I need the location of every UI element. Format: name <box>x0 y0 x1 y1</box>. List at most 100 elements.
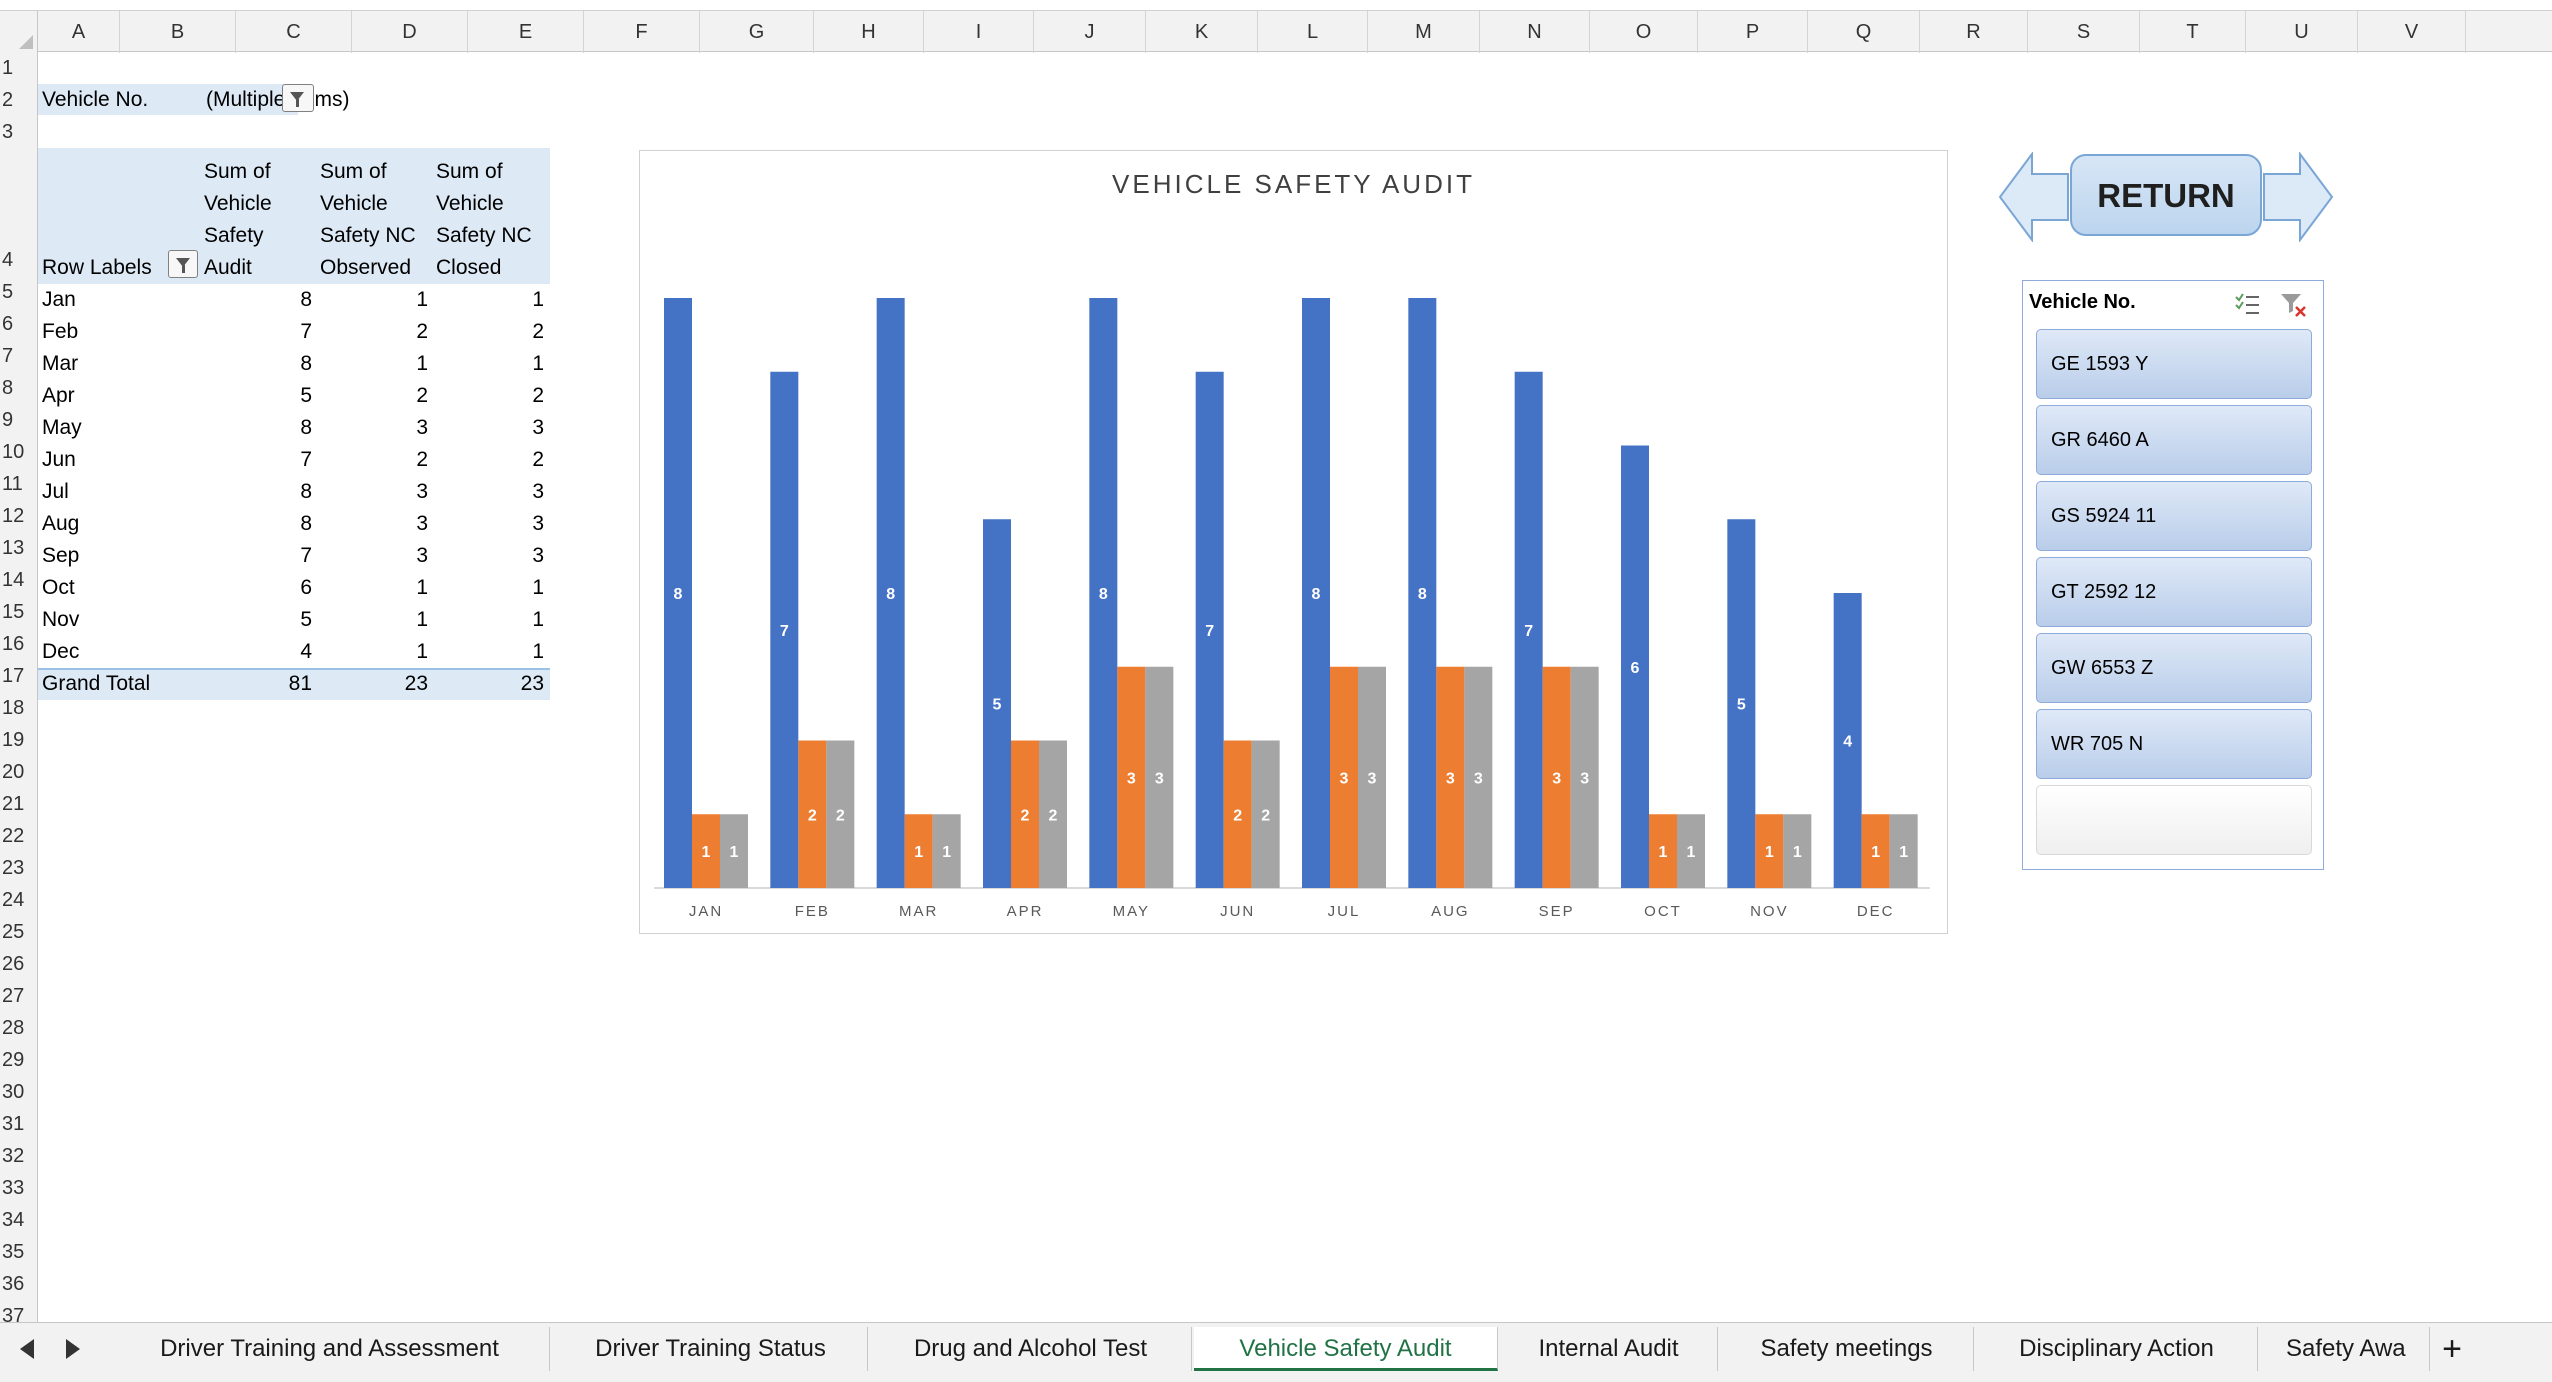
sheet-tab-driver-training-status[interactable]: Driver Training Status <box>554 1327 868 1371</box>
scroll-tabs-left-icon[interactable] <box>20 1339 34 1359</box>
row-header-27[interactable]: 27 <box>2 985 25 1007</box>
row-header-29[interactable]: 29 <box>2 1049 25 1071</box>
row-header-15[interactable]: 15 <box>2 601 25 623</box>
bar-jul-series-1[interactable] <box>1302 298 1330 888</box>
bar-nov-series-3[interactable] <box>1783 814 1812 888</box>
row-header-4[interactable]: 4 <box>2 249 14 271</box>
bar-jan-series-3[interactable] <box>720 814 748 888</box>
column-header-g[interactable]: G <box>700 11 814 53</box>
row-header-1[interactable]: 1 <box>2 57 14 79</box>
slicer-item[interactable]: GS 5924 11 <box>2036 481 2312 551</box>
bar-jul-series-3[interactable] <box>1358 666 1386 888</box>
row-header-8[interactable]: 8 <box>2 377 14 399</box>
row-header-33[interactable]: 33 <box>2 1177 25 1199</box>
column-header-f[interactable]: F <box>584 11 700 53</box>
row-header-2[interactable]: 2 <box>2 89 14 111</box>
bar-apr-series-2[interactable] <box>1011 740 1039 889</box>
column-header-l[interactable]: L <box>1258 11 1368 53</box>
row-header-31[interactable]: 31 <box>2 1113 25 1135</box>
column-header-b[interactable]: B <box>120 11 236 53</box>
row-header-3[interactable]: 3 <box>2 121 14 143</box>
column-header-e[interactable]: E <box>468 11 584 53</box>
column-header-c[interactable]: C <box>236 11 352 53</box>
select-all-corner[interactable] <box>0 11 38 53</box>
bar-aug-series-1[interactable] <box>1408 298 1437 888</box>
row-header-19[interactable]: 19 <box>2 729 25 751</box>
row-header-13[interactable]: 13 <box>2 537 25 559</box>
bar-mar-series-2[interactable] <box>904 814 933 888</box>
column-header-m[interactable]: M <box>1368 11 1480 53</box>
bar-jun-series-1[interactable] <box>1195 371 1224 888</box>
slicer-item[interactable]: GR 6460 A <box>2036 405 2312 475</box>
row-header-9[interactable]: 9 <box>2 409 14 431</box>
bar-jan-series-2[interactable] <box>692 814 720 888</box>
row-header-20[interactable]: 20 <box>2 761 25 783</box>
slicer-item[interactable]: GT 2592 12 <box>2036 557 2312 627</box>
column-header-i[interactable]: I <box>924 11 1034 53</box>
bar-apr-series-3[interactable] <box>1039 740 1067 889</box>
column-header-n[interactable]: N <box>1480 11 1590 53</box>
add-sheet-button[interactable]: + <box>2442 1330 2462 1368</box>
bar-dec-series-2[interactable] <box>1861 814 1890 888</box>
left-arrow-icon[interactable] <box>1998 152 2070 242</box>
column-header-a[interactable]: A <box>38 11 120 53</box>
right-arrow-icon[interactable] <box>2262 152 2334 242</box>
bar-oct-series-2[interactable] <box>1649 814 1677 888</box>
row-header-24[interactable]: 24 <box>2 889 25 911</box>
column-header-v[interactable]: V <box>2358 11 2466 53</box>
column-header-u[interactable]: U <box>2246 11 2358 53</box>
sheet-tab-driver-training-and-assessment[interactable]: Driver Training and Assessment <box>110 1327 550 1371</box>
bar-mar-series-1[interactable] <box>876 298 905 888</box>
bar-jan-series-1[interactable] <box>664 298 692 888</box>
bar-aug-series-2[interactable] <box>1436 666 1465 888</box>
slicer-item[interactable]: WR 705 N <box>2036 709 2312 779</box>
multi-select-icon[interactable] <box>2233 291 2261 317</box>
column-header-d[interactable]: D <box>352 11 468 53</box>
column-header-j[interactable]: J <box>1034 11 1146 53</box>
row-header-21[interactable]: 21 <box>2 793 25 815</box>
bar-oct-series-1[interactable] <box>1621 445 1649 889</box>
sheet-tab-vehicle-safety-audit[interactable]: Vehicle Safety Audit <box>1194 1327 1498 1371</box>
slicer-item[interactable]: GW 6553 Z <box>2036 633 2312 703</box>
row-header-17[interactable]: 17 <box>2 665 25 687</box>
row-header-25[interactable]: 25 <box>2 921 25 943</box>
row-header-5[interactable]: 5 <box>2 281 14 303</box>
bar-aug-series-3[interactable] <box>1464 666 1493 888</box>
column-header-t[interactable]: T <box>2140 11 2246 53</box>
row-header-12[interactable]: 12 <box>2 505 25 527</box>
slicer-item[interactable]: GE 1593 Y <box>2036 329 2312 399</box>
sheet-tab-drug-and-alcohol-test[interactable]: Drug and Alcohol Test <box>870 1327 1192 1371</box>
row-header-6[interactable]: 6 <box>2 313 14 335</box>
sheet-tab-safety-meetings[interactable]: Safety meetings <box>1720 1327 1974 1371</box>
scroll-tabs-right-icon[interactable] <box>66 1339 80 1359</box>
clear-filter-icon[interactable] <box>2279 291 2307 317</box>
column-header-h[interactable]: H <box>814 11 924 53</box>
bar-dec-series-3[interactable] <box>1889 814 1918 888</box>
bar-feb-series-2[interactable] <box>798 740 827 889</box>
vehicle-no-slicer[interactable]: Vehicle No. GE 1593 Y GR 6460 A GS 5924 11… <box>2022 280 2324 870</box>
row-header-16[interactable]: 16 <box>2 633 25 655</box>
bar-nov-series-1[interactable] <box>1727 519 1756 888</box>
bar-oct-series-3[interactable] <box>1677 814 1705 888</box>
bar-sep-series-2[interactable] <box>1542 666 1571 888</box>
bar-may-series-1[interactable] <box>1089 298 1118 888</box>
bar-jun-series-2[interactable] <box>1223 740 1252 889</box>
bar-may-series-2[interactable] <box>1117 666 1146 888</box>
row-header-36[interactable]: 36 <box>2 1273 25 1295</box>
bar-may-series-3[interactable] <box>1145 666 1174 888</box>
sheet-tab-disciplinary-action[interactable]: Disciplinary Action <box>1976 1327 2258 1371</box>
bar-feb-series-3[interactable] <box>826 740 855 889</box>
bar-sep-series-1[interactable] <box>1514 371 1543 888</box>
sheet-tab-internal-audit[interactable]: Internal Audit <box>1500 1327 1718 1371</box>
column-header-r[interactable]: R <box>1920 11 2028 53</box>
row-header-18[interactable]: 18 <box>2 697 25 719</box>
row-header-32[interactable]: 32 <box>2 1145 25 1167</box>
sheet-tab-safety-awa[interactable]: Safety Awa <box>2260 1327 2430 1371</box>
bar-mar-series-3[interactable] <box>932 814 961 888</box>
row-header-37[interactable]: 37 <box>2 1305 25 1322</box>
row-header-7[interactable]: 7 <box>2 345 14 367</box>
bar-nov-series-2[interactable] <box>1755 814 1784 888</box>
slicer-empty-item[interactable] <box>2036 785 2312 855</box>
return-button[interactable]: RETURN <box>2070 154 2262 236</box>
row-header-23[interactable]: 23 <box>2 857 25 879</box>
